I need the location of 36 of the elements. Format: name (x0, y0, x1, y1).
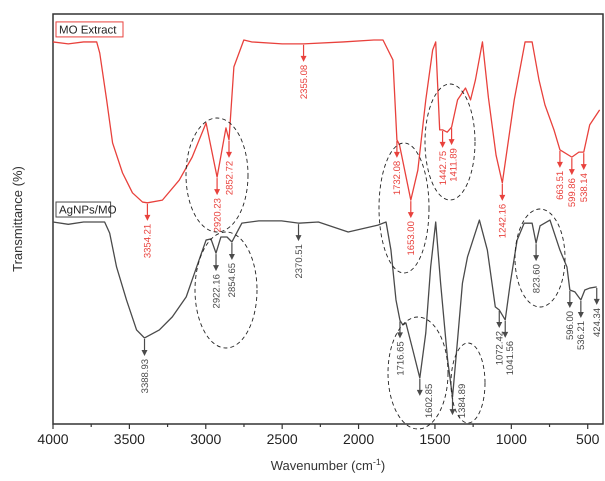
annotation: 1411.89 (448, 148, 460, 182)
x-axis-title: Wavenumber (cm$^{-1}$) (270, 457, 386, 473)
annotation: 1442.75 (438, 150, 449, 186)
annotation: 823.60 (531, 264, 542, 294)
x-tick-label: 1000 (496, 431, 528, 447)
annotation: 663.51 (555, 170, 566, 200)
annotation: 1602.85 (424, 384, 436, 418)
y-axis-title: Transmittance (%) (10, 166, 25, 272)
annotation: 2852.72 (224, 160, 236, 196)
annotation: 1072.42 (494, 330, 506, 366)
annotation: 1716.65 (395, 341, 406, 376)
x-tick-label: 4000 (37, 431, 69, 447)
annotation: 599.86 (567, 178, 578, 208)
annotation: 1732.08 (392, 160, 404, 196)
x-tick-label: 500 (576, 431, 600, 447)
annotation: 2854.65 (227, 262, 238, 298)
annotation: 2370.51 (294, 244, 305, 279)
series-label: MO Extract (59, 24, 118, 36)
annotation: 2920.23 (212, 198, 224, 232)
x-tick-label: 3000 (190, 431, 222, 447)
annotation: 538.14 (579, 173, 590, 202)
x-tick-label: 2500 (266, 431, 298, 447)
annotation: 596.00 (565, 310, 576, 340)
x-tick-label: 2000 (342, 431, 374, 447)
annotation: 424.34 (592, 308, 604, 337)
annotation: 1242.16 (498, 204, 509, 238)
x-tick-label: 3500 (114, 431, 146, 447)
annotation: 2355.08 (298, 64, 310, 100)
annotation: 3354.21 (142, 224, 154, 258)
annotation: 3388.93 (140, 358, 151, 394)
annotation: 2922.16 (211, 274, 222, 308)
annotation: 1653.00 (406, 221, 418, 256)
annotation: 536.21 (576, 320, 588, 350)
annotation: 1041.56 (505, 340, 516, 376)
x-tick-label: 1500 (419, 431, 451, 447)
annotation: 1384.89 (456, 384, 468, 418)
